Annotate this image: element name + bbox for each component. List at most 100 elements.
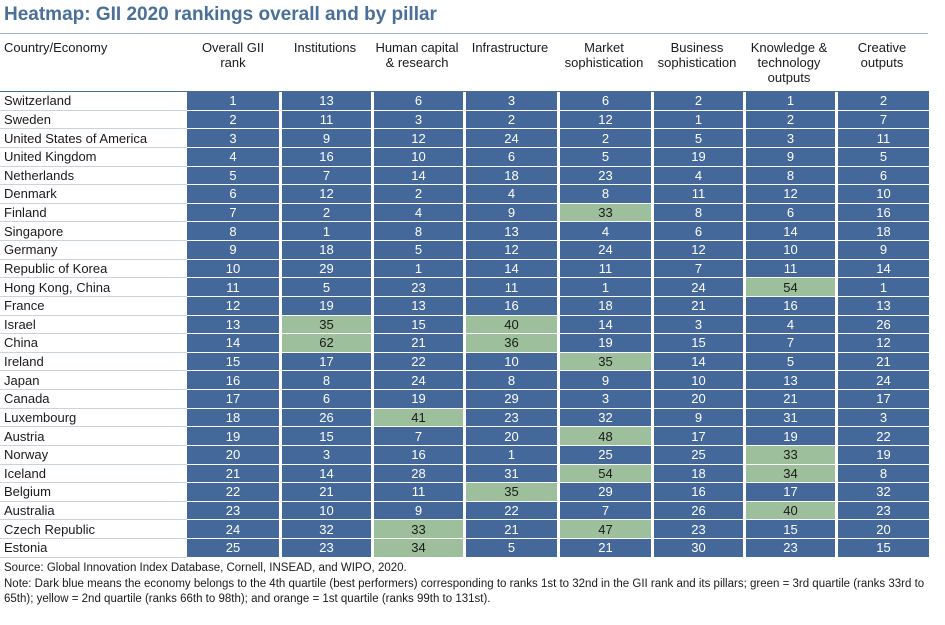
rank-cell: 54	[557, 464, 651, 484]
header-knowledge-outputs: Knowledge & technology outputs	[743, 34, 835, 92]
rank-cell: 10	[187, 259, 279, 279]
rank-cell: 13	[743, 371, 835, 390]
rank-cell: 8	[371, 222, 463, 241]
rank-cell: 15	[187, 352, 279, 372]
rank-cell: 13	[187, 315, 279, 335]
rank-cell: 11	[279, 110, 371, 130]
rank-cell: 36	[463, 334, 557, 353]
rank-cell: 10	[651, 371, 743, 390]
rank-cell: 14	[835, 259, 929, 279]
rank-cell: 10	[835, 185, 929, 204]
rank-cell: 11	[743, 259, 835, 279]
header-infrastructure: Infrastructure	[463, 34, 557, 92]
rank-cell: 3	[279, 445, 371, 465]
country-name: Sweden	[0, 111, 187, 130]
rank-cell: 1	[371, 259, 463, 279]
rank-cell: 1	[463, 445, 557, 465]
rank-cell: 4	[371, 203, 463, 223]
rank-cell: 12	[557, 110, 651, 130]
table-row: Iceland 21 14 28 31 54 18 34 8	[0, 464, 929, 484]
rank-cell: 33	[371, 520, 463, 539]
rank-cell: 3	[835, 408, 929, 428]
heatmap-table: Country/Economy Overall GII rank Institu…	[0, 34, 929, 558]
rank-cell: 16	[187, 371, 279, 390]
country-name: Singapore	[0, 222, 187, 241]
country-name: Netherlands	[0, 167, 187, 186]
rank-cell: 7	[651, 259, 743, 279]
rank-cell: 8	[463, 371, 557, 390]
rank-cell: 6	[279, 390, 371, 409]
rank-cell: 9	[651, 408, 743, 428]
rank-cell: 4	[557, 222, 651, 241]
rank-cell: 22	[371, 352, 463, 372]
rank-cell: 19	[835, 445, 929, 465]
rank-cell: 34	[743, 464, 835, 484]
rank-cell: 11	[557, 259, 651, 279]
table-row: Austria 19 15 7 20 48 17 19 22	[0, 427, 929, 446]
rank-cell: 7	[371, 427, 463, 446]
country-name: Hong Kong, China	[0, 278, 187, 297]
rank-cell: 12	[651, 241, 743, 260]
country-name: Luxembourg	[0, 409, 187, 428]
rank-cell: 21	[463, 520, 557, 539]
table-row: Republic of Korea 10 29 1 14 11 7 11 14	[0, 259, 929, 279]
rank-cell: 16	[835, 203, 929, 223]
rank-cell: 22	[463, 501, 557, 521]
rank-cell: 28	[371, 464, 463, 484]
table-row: Denmark 6 12 2 4 8 11 12 10	[0, 185, 929, 204]
rank-cell: 15	[651, 334, 743, 353]
table-row: Norway 20 3 16 1 25 25 33 19	[0, 445, 929, 465]
table-row: Netherlands 5 7 14 18 23 4 8 6	[0, 166, 929, 186]
rank-cell: 29	[557, 483, 651, 502]
rank-cell: 19	[557, 334, 651, 353]
country-name: Switzerland	[0, 92, 187, 111]
rank-cell: 1	[557, 278, 651, 297]
rank-cell: 13	[279, 92, 371, 111]
rank-cell: 20	[463, 427, 557, 446]
rank-cell: 15	[279, 427, 371, 446]
rank-cell: 24	[557, 241, 651, 260]
rank-cell: 23	[835, 501, 929, 521]
table-row: Hong Kong, China 11 5 23 11 1 24 54 1	[0, 278, 929, 297]
rank-cell: 5	[187, 166, 279, 186]
rank-cell: 24	[187, 520, 279, 539]
rank-cell: 48	[557, 427, 651, 446]
rank-cell: 7	[835, 110, 929, 130]
rank-cell: 32	[557, 408, 651, 428]
rank-cell: 20	[651, 390, 743, 409]
source-note: Source: Global Innovation Index Database…	[4, 562, 407, 574]
rank-cell: 5	[371, 241, 463, 260]
rank-cell: 3	[651, 315, 743, 335]
rank-cell: 29	[463, 390, 557, 409]
rank-cell: 13	[835, 296, 929, 316]
rank-cell: 5	[463, 539, 557, 558]
rank-cell: 9	[835, 241, 929, 260]
rank-cell: 33	[743, 445, 835, 465]
rank-cell: 10	[743, 241, 835, 260]
rank-cell: 6	[371, 92, 463, 111]
rank-cell: 17	[835, 390, 929, 409]
rank-cell: 22	[187, 483, 279, 502]
rank-cell: 15	[371, 315, 463, 335]
table-row: Sweden 2 11 3 2 12 1 2 7	[0, 110, 929, 130]
rank-cell: 2	[371, 185, 463, 204]
rank-cell: 40	[743, 501, 835, 521]
rank-cell: 17	[187, 390, 279, 409]
rank-cell: 25	[557, 445, 651, 465]
rank-cell: 22	[835, 427, 929, 446]
table-row: Japan 16 8 24 8 9 10 13 24	[0, 371, 929, 390]
rank-cell: 2	[835, 92, 929, 111]
rank-cell: 24	[835, 371, 929, 390]
rank-cell: 2	[557, 129, 651, 148]
rank-cell: 31	[743, 408, 835, 428]
country-name: Japan	[0, 371, 187, 390]
rank-cell: 26	[279, 408, 371, 428]
rank-cell: 33	[557, 203, 651, 223]
rank-cell: 10	[371, 147, 463, 167]
rank-cell: 17	[279, 352, 371, 372]
country-name: United Kingdom	[0, 148, 187, 167]
country-name: Republic of Korea	[0, 260, 187, 279]
rank-cell: 6	[743, 203, 835, 223]
rank-cell: 3	[743, 129, 835, 148]
